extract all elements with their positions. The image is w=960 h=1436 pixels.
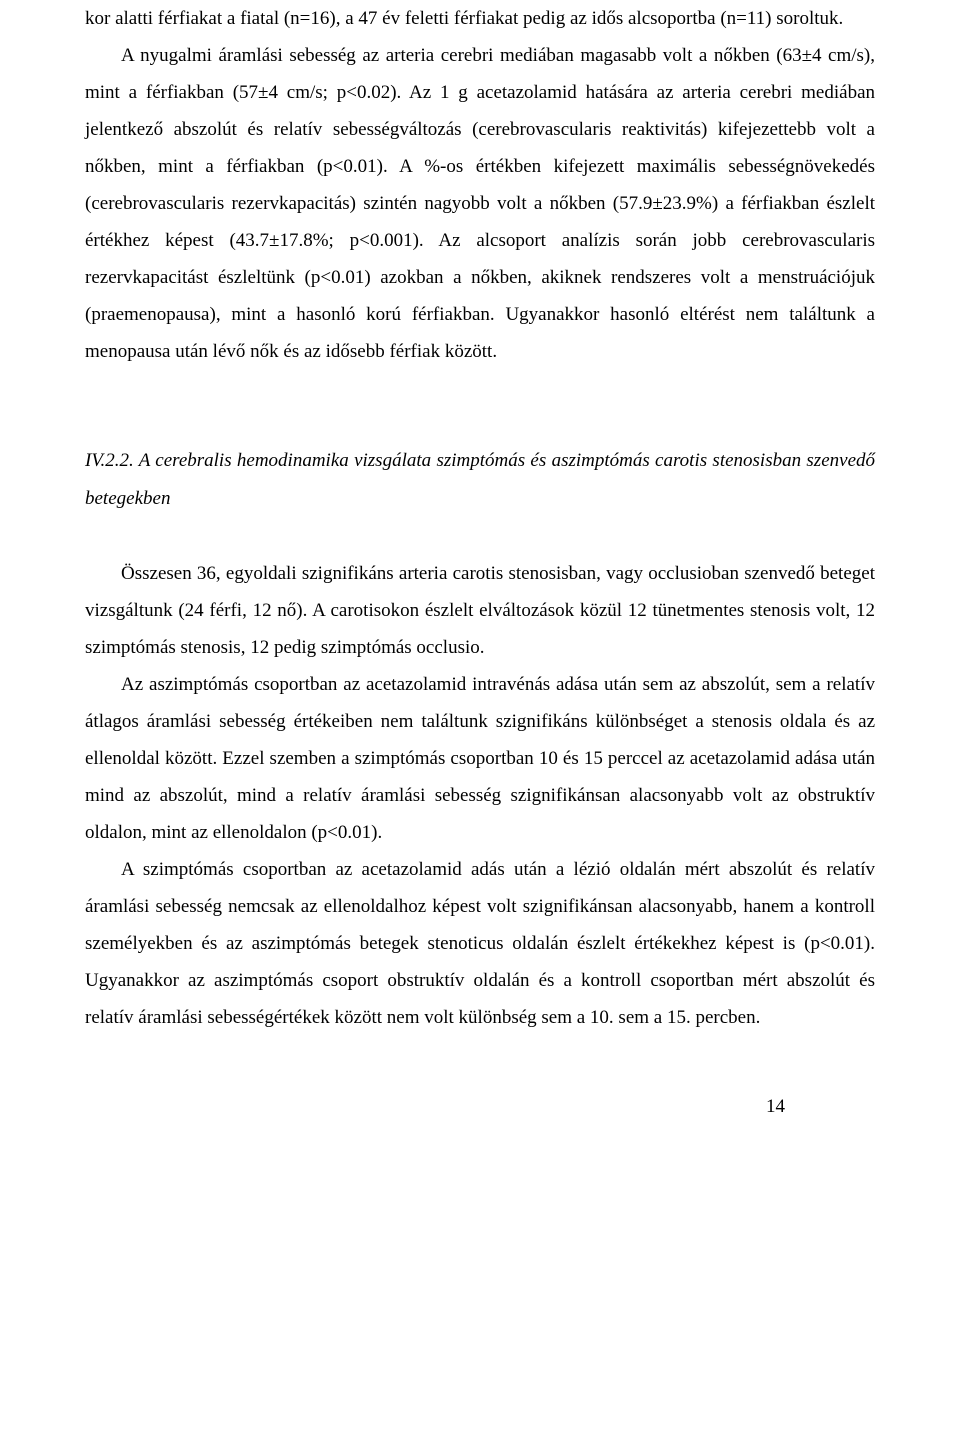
paragraph-3: Összesen 36, egyoldali szignifikáns arte… <box>85 555 875 666</box>
paragraph-1: kor alatti férfiakat a fiatal (n=16), a … <box>85 0 875 37</box>
paragraph-5: A szimptómás csoportban az acetazolamid … <box>85 851 875 1036</box>
page-number: 14 <box>766 1088 785 1125</box>
paragraph-2: A nyugalmi áramlási sebesség az arteria … <box>85 37 875 370</box>
paragraph-4: Az aszimptómás csoportban az acetazolami… <box>85 666 875 851</box>
page-content: kor alatti férfiakat a fiatal (n=16), a … <box>85 0 875 1036</box>
section-heading: IV.2.2. A cerebralis hemodinamika vizsgá… <box>85 442 875 516</box>
